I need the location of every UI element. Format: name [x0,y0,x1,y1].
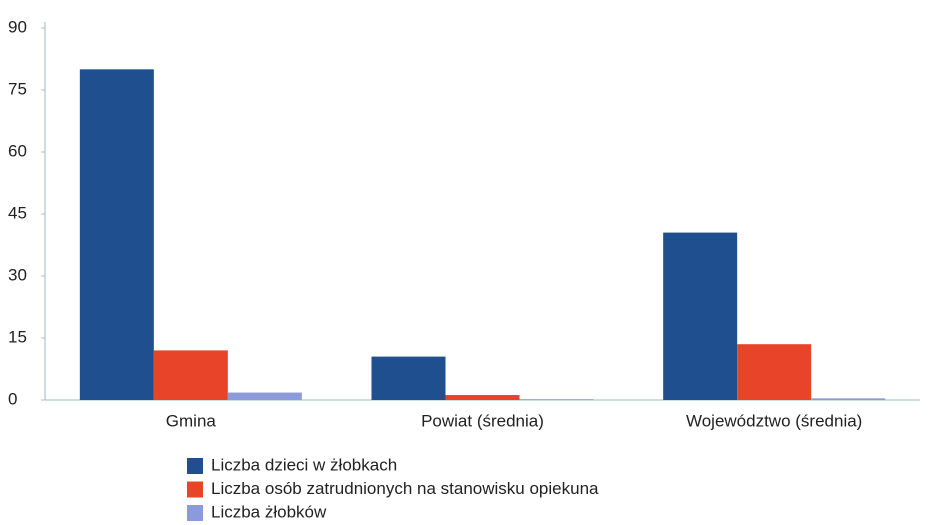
y-tick-label: 90 [8,17,27,36]
legend-swatch [187,481,203,498]
y-tick-label: 60 [8,141,27,160]
y-tick-label: 45 [8,203,27,222]
bar [371,356,446,400]
x-tick-label: Województwo (średnia) [686,411,862,430]
bar [445,395,520,400]
bar [737,344,812,400]
bar [663,232,738,400]
bar [227,392,302,400]
y-tick-label: 0 [8,389,17,408]
y-tick-label: 75 [8,79,27,98]
y-tick-label: 15 [8,327,27,346]
legend-label: Liczba osób zatrudnionych na stanowisku … [211,479,599,498]
legend-swatch [187,458,203,474]
legend-swatch [187,505,203,521]
bar [153,350,228,400]
legend-label: Liczba dzieci w żłobkach [211,455,397,474]
x-tick-label: Powiat (średnia) [421,411,544,430]
bar [79,69,154,400]
bar [519,399,594,400]
y-tick-label: 30 [8,265,27,284]
bar [811,398,886,400]
legend-label: Liczba żłobków [211,502,327,521]
x-tick-label: Gmina [166,411,217,430]
